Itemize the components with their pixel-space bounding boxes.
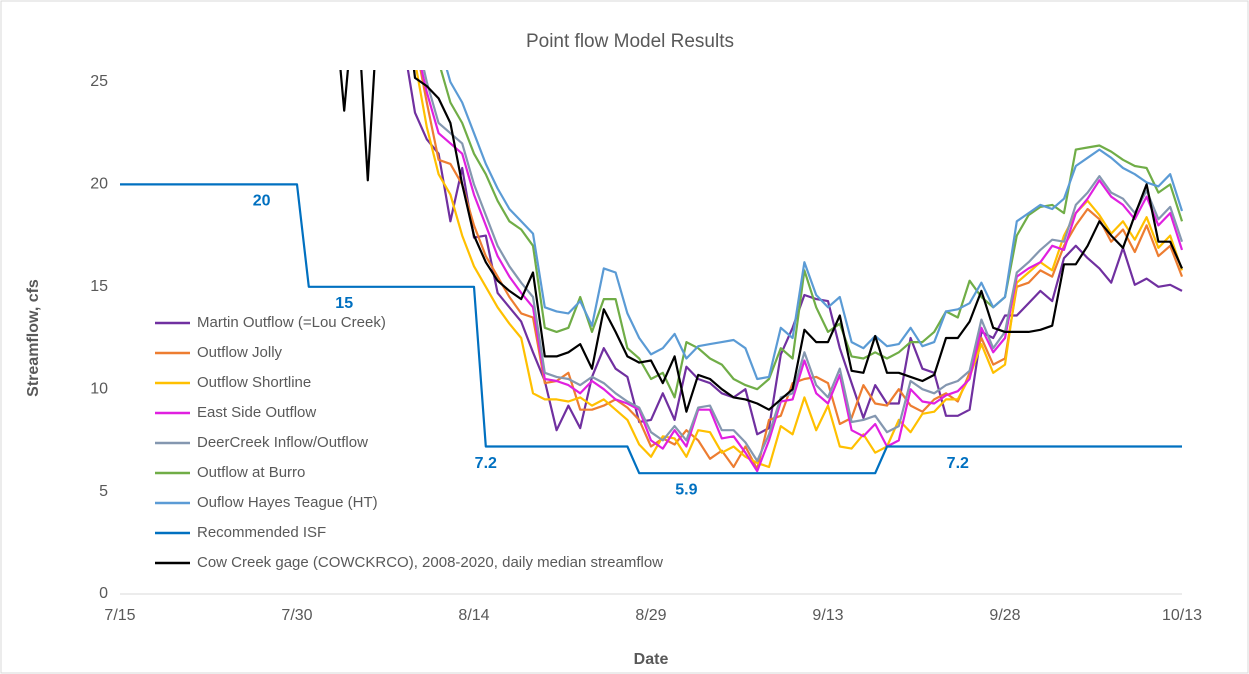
series-line: [439, 70, 1184, 399]
series-line: [339, 70, 1184, 413]
x-tick-label: 8/29: [635, 607, 666, 624]
legend-label: Outflow Jolly: [197, 344, 283, 361]
x-axis-title: Date: [634, 651, 669, 668]
legend-label: Recommended ISF: [197, 524, 326, 541]
y-tick-label: 20: [90, 176, 108, 193]
x-tick-label: 7/15: [104, 607, 135, 624]
legend-label: Cow Creek gage (COWCKRCO), 2008-2020, da…: [197, 554, 663, 571]
data-label: 7.2: [475, 455, 497, 472]
x-tick-label: 10/13: [1162, 607, 1202, 624]
x-tick-label: 9/13: [812, 607, 843, 624]
legend-label: East Side Outflow: [197, 404, 316, 421]
x-tick-label: 7/30: [281, 607, 312, 624]
y-tick-label: 25: [90, 73, 108, 90]
y-tick-label: 5: [99, 483, 108, 500]
y-tick-label: 0: [99, 585, 108, 602]
legend-label: DeerCreek Inflow/Outflow: [197, 434, 368, 451]
series-line: [406, 70, 1183, 436]
data-label: 5.9: [675, 481, 697, 498]
chart-title: Point flow Model Results: [526, 31, 734, 52]
legend-label: Outflow at Burro: [197, 464, 305, 481]
data-label: 15: [335, 295, 353, 312]
plot-area: [120, 70, 1184, 475]
series-line: [415, 70, 1184, 469]
series-line: [120, 183, 1182, 475]
x-tick-label: 9/28: [989, 607, 1020, 624]
y-tick-label: 10: [90, 380, 108, 397]
legend-label: Martin Outflow (=Lou Creek): [197, 314, 386, 331]
y-axis-title: Streamflow, cfs: [25, 279, 42, 397]
y-tick-label: 15: [90, 278, 108, 295]
x-tick-label: 8/14: [458, 607, 489, 624]
legend-label: Ouflow Hayes Teague (HT): [197, 494, 378, 511]
legend-label: Outflow Shortline: [197, 374, 311, 391]
series-line: [445, 70, 1184, 381]
data-label: 20: [253, 193, 271, 210]
series-line: [422, 70, 1184, 462]
data-label: 7.2: [947, 455, 969, 472]
